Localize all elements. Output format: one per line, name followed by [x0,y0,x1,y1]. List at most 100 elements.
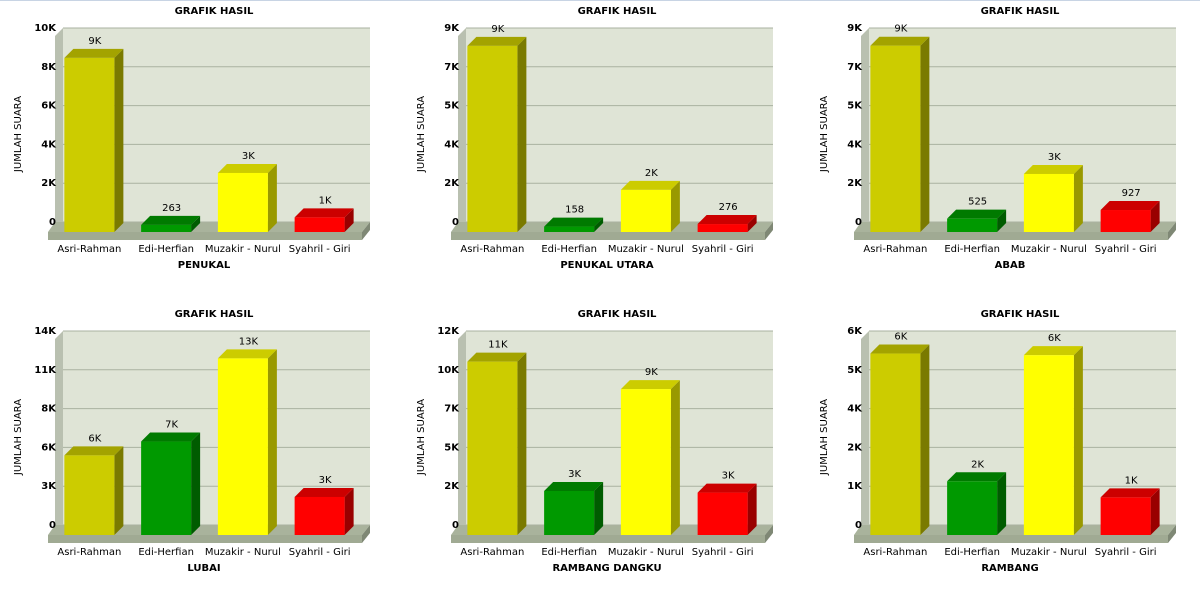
bar-top [64,446,124,456]
x-axis-label: LUBAI [187,563,220,574]
y-tick-label: 2K [847,442,863,453]
bar [1023,173,1074,232]
plot-side-wall [55,331,63,533]
value-label: 13K [239,336,259,347]
value-label: 7K [165,420,178,431]
bar-side [997,209,1007,232]
plot-floor [451,222,773,232]
bar [141,224,192,232]
bar-top [217,349,277,359]
bar-side [920,344,930,535]
y-tick-label: 6K [41,442,57,453]
x-tick-label: Asri-Rahman [57,547,121,558]
chart-title: GRAFIK HASIL [578,6,657,17]
bar-top [141,432,201,442]
bar-top [870,344,930,354]
chart: GRAFIK HASIL JUMLAH SUARA RAMBANG 0 1K 2K 4K 5K… [819,309,1176,574]
bar-top [947,472,1007,482]
bar [217,172,268,232]
x-tick-label: Asri-Rahman [863,547,927,558]
bar [697,224,748,232]
bar-side [517,352,527,535]
y-tick-label: 2K [847,178,863,189]
y-axis-label: JUMLAH SUARA [819,399,830,476]
value-label: 3K [568,469,581,480]
y-tick-label: 4K [847,139,863,150]
plot-floor-front [451,232,765,240]
bar-top [697,483,757,493]
y-tick-label: 9K [444,23,460,34]
bar [64,57,115,233]
x-axis-label: ABAB [995,260,1026,271]
bar [294,496,345,535]
x-axis-label: RAMBANG DANGKU [552,563,661,574]
bar [697,492,748,535]
bar-side [1073,164,1083,232]
y-tick-label: 5K [847,101,863,112]
x-tick-label: Edi-Herfian [138,547,194,558]
bar-side [191,432,201,535]
x-axis-label: RAMBANG [981,563,1038,574]
y-tick-label: 4K [41,139,57,150]
bar [1100,497,1151,535]
bar [1100,210,1151,232]
bar-side [1150,488,1160,535]
bar-side [517,36,527,232]
x-tick-label: Muzakir - Nurul [205,244,281,255]
chart: GRAFIK HASIL JUMLAH SUARA PENUKAL UTARA 0 2K… [416,6,773,271]
value-label: 3K [722,471,735,482]
y-tick-label: 3K [41,481,57,492]
y-tick-label: 8K [41,62,57,73]
plot-floor [854,525,1176,535]
x-tick-label: Muzakir - Nurul [1011,547,1087,558]
plot-floor-edge [765,525,773,543]
bar-top [544,481,604,491]
chart: GRAFIK HASIL JUMLAH SUARA RAMBANG DANGKU 0 2… [416,309,773,574]
y-tick-label: 2K [444,481,460,492]
bar-side [920,36,930,233]
bar-top [467,36,527,46]
bar-top [467,352,527,362]
chart-title: GRAFIK HASIL [175,309,254,320]
bar-side [747,483,757,535]
value-label: 276 [719,202,738,213]
x-tick-label: Edi-Herfian [138,244,194,255]
plot-side-wall [861,28,869,230]
bar-side [670,180,680,232]
bar-top [64,48,124,58]
x-axis-label: PENUKAL [178,260,231,271]
x-tick-label: Syahril - Giri [1095,547,1157,558]
bar-side [344,487,354,535]
bar-top [217,163,277,173]
plot-floor-front [48,535,362,543]
bar-top [620,180,680,190]
plot-floor [451,525,773,535]
x-tick-label: Syahril - Giri [289,244,351,255]
value-label: 158 [565,205,584,216]
plot-floor [48,525,370,535]
x-axis-label: PENUKAL UTARA [560,260,654,271]
plot-floor-edge [362,222,370,240]
plot-floor [48,222,370,232]
y-tick-label: 4K [444,139,460,150]
y-tick-label: 0 [452,217,459,228]
y-tick-label: 2K [41,178,57,189]
bar [141,441,192,535]
y-tick-label: 14K [34,326,57,337]
y-axis-label: JUMLAH SUARA [13,399,24,476]
bar-top [1023,164,1083,174]
y-tick-label: 6K [41,101,57,112]
bar [217,358,268,535]
x-tick-label: Syahril - Giri [289,547,351,558]
bar-top [294,208,354,218]
chart: GRAFIK HASIL JUMLAH SUARA PENUKAL 0 2K 4K 6K 8K… [13,6,370,271]
bar-top [947,209,1007,219]
y-tick-label: 12K [437,326,460,337]
value-label: 9K [894,24,907,35]
bar-side [114,446,124,535]
plot-floor-front [48,232,362,240]
value-label: 2K [645,168,658,179]
bar [947,481,998,535]
bar-side [114,48,124,233]
